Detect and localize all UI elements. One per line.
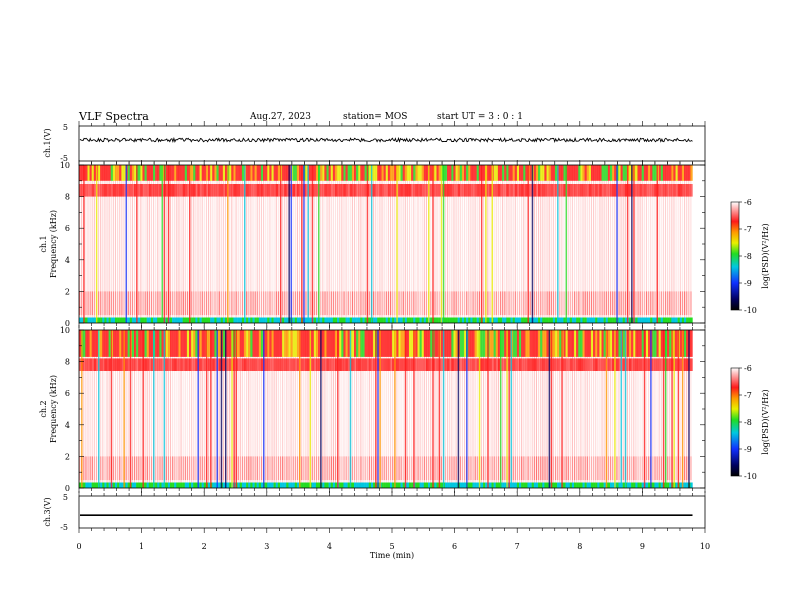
- colorbar-tick-label: -9: [744, 279, 752, 288]
- ch3-waveform-frame: [78, 495, 706, 529]
- ch2-spectrogram-ytick: 6: [65, 389, 70, 398]
- ch2-spectrogram-ytick: 2: [65, 452, 70, 461]
- ch1-spectrogram-ylabel-channel: ch.1: [39, 235, 48, 252]
- x-tick-label: 9: [640, 542, 645, 551]
- ch1-spectrogram-ytick: 2: [65, 287, 70, 296]
- axis-ticks: [78, 121, 706, 533]
- ch1-waveform-frame: [78, 125, 706, 162]
- ch2-spectrogram-ytick: 10: [60, 326, 70, 335]
- x-tick-label: 1: [139, 542, 144, 551]
- ch3-ytick-bottom: -5: [60, 523, 68, 532]
- ch1-ytick-top: 5: [63, 123, 68, 132]
- ch2-spectrogram-ytick: 4: [65, 421, 70, 430]
- ch1-ytick-bottom: -5: [60, 154, 68, 163]
- ch1-waveform-ylabel: ch.1(V): [43, 128, 52, 157]
- ch3-ytick-top: 5: [63, 493, 68, 502]
- ch1-spectrogram: [79, 165, 693, 323]
- colorbar-tick-label: -7: [744, 391, 752, 400]
- start-ut-label: start UT = 3 : 0 : 1: [437, 112, 523, 122]
- ch1-colorbar-label: log(PSD)(V²/Hz): [761, 223, 770, 288]
- ch1-spectrogram-ytick: 8: [65, 193, 70, 202]
- ch2-spectrogram-ytick: 0: [65, 484, 70, 493]
- ch2-colorbar-label: log(PSD)(V²/Hz): [761, 389, 770, 454]
- ch2-spectrogram: [79, 330, 693, 488]
- ch1-spectrogram-ytick: 10: [60, 161, 70, 170]
- x-tick-label: 7: [515, 542, 520, 551]
- colorbar-tick-label: -9: [744, 445, 752, 454]
- x-tick-label: 5: [389, 542, 394, 551]
- colorbar-tick-label: -6: [744, 364, 752, 373]
- ch1-spectrogram-ylabel-freq: Frequency (kHz): [49, 210, 58, 278]
- date-label: Aug.27, 2023: [250, 112, 311, 122]
- ch2-spectrogram-ylabel-freq: Frequency (kHz): [49, 375, 58, 443]
- x-tick-label: 10: [700, 542, 710, 551]
- colorbar-tick-label: -8: [744, 418, 752, 427]
- ch1-spectrogram-ytick: 6: [65, 224, 70, 233]
- x-tick-label: 8: [577, 542, 582, 551]
- ch1-waveform-trace: [79, 136, 693, 144]
- ch1-spectrogram-ytick: 0: [65, 319, 70, 328]
- x-tick-label: 2: [202, 542, 207, 551]
- colorbar-tick-label: -8: [744, 252, 752, 261]
- ch2-spectrogram-ylabel-channel: ch.2: [39, 400, 48, 417]
- x-tick-label: 4: [327, 542, 332, 551]
- station-label: station= MOS: [343, 112, 408, 122]
- colorbar-tick-label: -10: [744, 306, 757, 315]
- ch1-colorbar: [730, 201, 740, 311]
- ch2-spectrogram-ytick: 8: [65, 358, 70, 367]
- ch2-colorbar: [730, 367, 740, 477]
- x-tick-label: 6: [452, 542, 457, 551]
- colorbar-tick-label: -6: [744, 198, 752, 207]
- x-tick-label: 3: [264, 542, 269, 551]
- colorbar-tick-label: -7: [744, 225, 752, 234]
- ch1-spectrogram-ytick: 4: [65, 256, 70, 265]
- ch3-waveform-ylabel: ch.3(V): [43, 497, 52, 526]
- chart-title: VLF Spectra: [79, 110, 149, 123]
- x-axis-label: Time (min): [370, 551, 414, 560]
- colorbar-tick-label: -10: [744, 472, 757, 481]
- x-tick-label: 0: [76, 542, 81, 551]
